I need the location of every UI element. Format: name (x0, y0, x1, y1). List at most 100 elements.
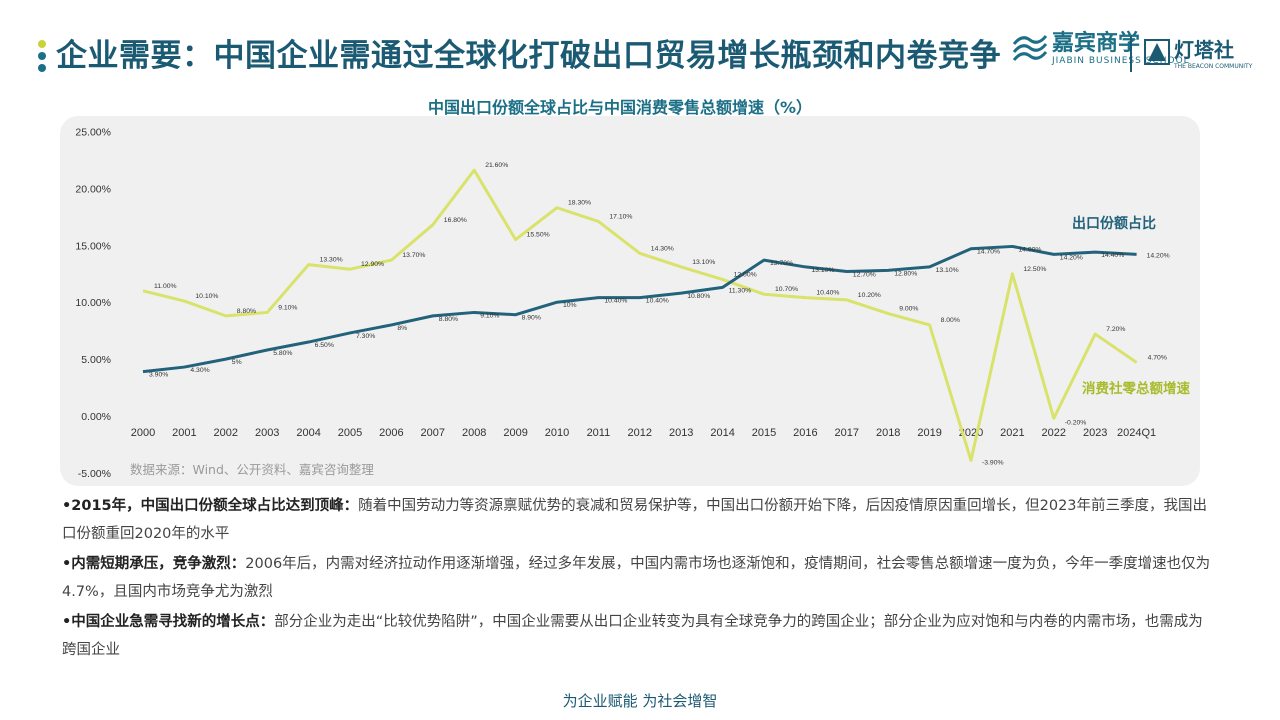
x-tick-label: 2010 (545, 427, 569, 439)
dot-2 (38, 52, 46, 60)
bullet-2-body: 2006年后，内需对经济拉动作用逐渐增强，经过多年发展，中国内需市场也逐渐饱和，… (62, 556, 1211, 600)
data-label-export-share: 4.30% (190, 367, 209, 374)
x-tick-label: 2021 (1000, 427, 1024, 439)
data-label-consumption: 12.90% (361, 261, 384, 268)
jiabin-logo: 嘉宾商学 JIABIN BUSINESS SCHOOL (1012, 30, 1190, 68)
data-label-consumption: 15.50% (527, 232, 550, 239)
x-tick-label: 2006 (379, 427, 403, 439)
page-title: 企业需要：中国企业需通过全球化打破出口贸易增长瓶颈和内卷竞争 (56, 38, 1001, 74)
data-label-consumption: 21.60% (485, 162, 508, 169)
data-label-consumption: 18.30% (568, 200, 591, 207)
data-label-consumption: 13.10% (692, 259, 715, 266)
data-label-export-share: 7.30% (356, 333, 375, 340)
beacon-logo-icon (1144, 39, 1170, 65)
bullet-1-body: 随着中国劳动力等资源禀赋优势的衰减和贸易保护等，中国出口份额开始下降，后因疫情原… (62, 498, 1208, 542)
data-label-consumption: 10.40% (816, 290, 839, 297)
series-name-export-share: 出口份额占比 (1072, 215, 1156, 232)
data-label-export-share: 14.40% (1101, 252, 1124, 259)
logo2-en: THE BEACON COMMUNITY (1174, 63, 1253, 70)
bullet-list: •2015年，中国出口份额全球占比达到顶峰：随着中国劳动力等资源禀赋优势的衰减和… (62, 492, 1212, 666)
y-tick-label: 5.00% (81, 354, 111, 366)
data-label-consumption: 14.30% (651, 245, 674, 252)
source-note: 数据来源：Wind、公开资料、嘉宾咨询整理 (130, 462, 374, 477)
series-line-consumption (142, 168, 1138, 462)
data-label-consumption: 13.30% (320, 257, 343, 264)
wave-logo-icon (1012, 35, 1048, 61)
x-tick-label: 2014 (710, 427, 734, 439)
x-tick-label: 2018 (876, 427, 900, 439)
data-label-consumption: 10.10% (195, 293, 218, 300)
data-label-export-share: 8.90% (522, 315, 541, 322)
data-label-consumption: 8.80% (237, 308, 256, 315)
data-label-export-share: 13.10% (936, 267, 959, 274)
data-label-export-share: 12.80% (894, 270, 917, 277)
logo1-en: JIABIN BUSINESS SCHOOL (1052, 56, 1190, 66)
logo-divider (1130, 36, 1132, 72)
data-label-export-share: 8% (397, 325, 407, 332)
x-tick-label: 2015 (752, 427, 776, 439)
x-tick-label: 2012 (628, 427, 652, 439)
data-label-consumption: 9.10% (278, 304, 297, 311)
data-label-export-share: 13.10% (811, 267, 834, 274)
data-label-export-share: 14.90% (1018, 246, 1041, 253)
data-label-export-share: 11.30% (729, 287, 752, 294)
y-tick-label: 10.00% (75, 297, 111, 309)
data-label-export-share: 10.40% (604, 298, 627, 305)
data-label-consumption: 10.70% (775, 286, 798, 293)
logo2-cn: 灯塔社 (1174, 38, 1234, 62)
x-tick-label: 2013 (669, 427, 693, 439)
x-tick-label: 2009 (503, 427, 527, 439)
x-tick-label: 2019 (917, 427, 941, 439)
data-label-consumption: 7.20% (1106, 326, 1125, 333)
x-tick-label: 2007 (421, 427, 445, 439)
data-label-export-share: 14.20% (1060, 254, 1083, 261)
title-dots (38, 40, 46, 76)
x-tick-label: 2008 (462, 427, 486, 439)
data-label-consumption: 12.50% (1023, 266, 1046, 273)
data-label-export-share: 10.80% (687, 293, 710, 300)
series-name-consumption: 消费社零总额增速 (1082, 380, 1190, 397)
bullet-3: •中国企业急需寻找新的增长点：部分企业为走出“比较优势陷阱”，中国企业需要从出口… (62, 608, 1212, 664)
x-tick-label: 2022 (1042, 427, 1066, 439)
data-label-export-share: 6.50% (315, 342, 334, 349)
dot-1 (38, 40, 46, 48)
logo1-cn: 嘉宾商学 (1052, 31, 1141, 56)
data-label-consumption: 9.00% (899, 306, 918, 313)
data-label-export-share: 5.80% (273, 350, 292, 357)
bullet-3-head: •中国企业急需寻找新的增长点： (62, 614, 275, 630)
data-label-consumption: -3.90% (982, 459, 1004, 466)
data-label-consumption: 16.80% (444, 217, 467, 224)
x-tick-label: 2003 (255, 427, 279, 439)
series-line-export-share (142, 244, 1137, 374)
beacon-logo: 灯塔社 THE BEACON COMMUNITY (1144, 34, 1252, 70)
data-label-export-share: 5% (232, 359, 242, 366)
data-label-export-share: 8.80% (439, 316, 458, 323)
x-tick-label: 2011 (587, 427, 611, 439)
x-tick-label: 2017 (835, 427, 859, 439)
data-label-consumption: 4.70% (1148, 355, 1167, 362)
bullet-1: •2015年，中国出口份额全球占比达到顶峰：随着中国劳动力等资源禀赋优势的衰减和… (62, 492, 1212, 548)
data-label-consumption: 10.20% (858, 292, 881, 299)
data-label-export-share: 14.20% (1147, 252, 1170, 259)
data-label-export-share: 3.90% (149, 372, 168, 379)
data-label-consumption: 8.00% (941, 317, 960, 324)
x-tick-label: 2024Q1 (1117, 427, 1156, 439)
data-label-consumption: 12.00% (734, 271, 757, 278)
data-label-export-share: 13.70% (770, 260, 793, 267)
footer-slogan: 为企业赋能 为社会增智 (562, 692, 718, 710)
x-tick-label: 2002 (214, 427, 238, 439)
chart-title: 中国出口份额全球占比与中国消费零售总额增速（%） (427, 98, 813, 117)
x-tick-label: 2005 (338, 427, 362, 439)
x-tick-label: 2001 (172, 427, 196, 439)
y-tick-label: -5.00% (78, 468, 111, 480)
data-label-export-share: 14.70% (977, 249, 1000, 256)
y-tick-label: 15.00% (75, 240, 111, 252)
x-tick-label: 2016 (793, 427, 817, 439)
data-label-consumption: -0.20% (1065, 419, 1087, 426)
chart-background (60, 116, 1200, 486)
data-label-export-share: 9.10% (480, 312, 499, 319)
x-tick-label: 2023 (1083, 427, 1107, 439)
line-chart: -5.00% 0.00% 5.00% 10.00% 15.00% 20.00% 25.00%… (75, 127, 1190, 480)
y-tick-label: 20.00% (75, 183, 111, 195)
data-label-consumption: 13.70% (402, 252, 425, 259)
